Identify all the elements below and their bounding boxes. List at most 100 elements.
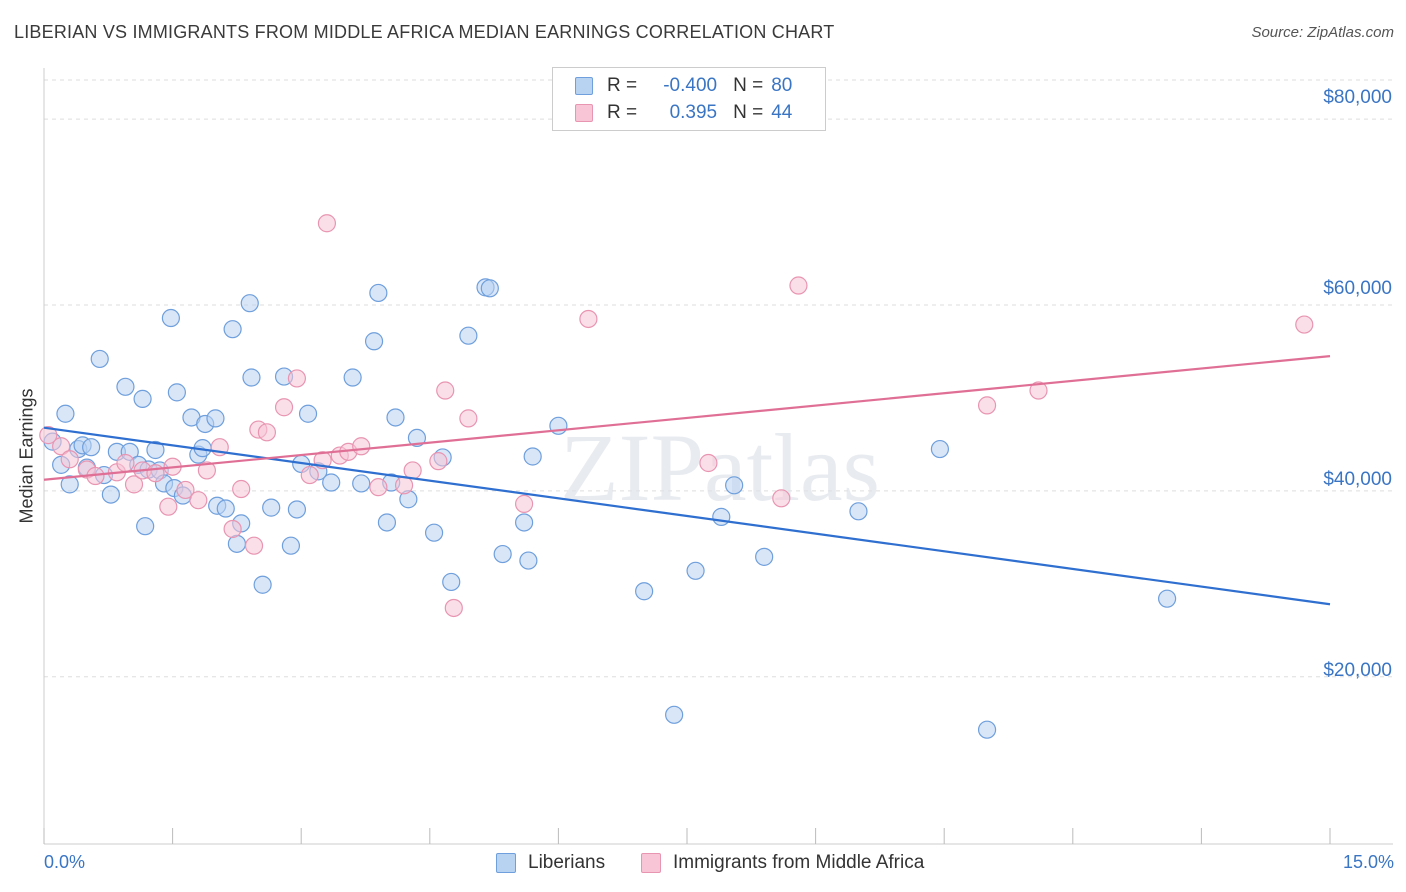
y-tick-label: $20,000 [1323, 660, 1392, 681]
liberian-point [1158, 589, 1177, 608]
axes [43, 68, 1393, 845]
y-tick-label: $80,000 [1323, 87, 1392, 108]
watermark: ZIPatlas [560, 414, 880, 521]
middle-africa-points [39, 214, 1314, 618]
liberian-point [519, 551, 538, 570]
x-tick-label-min: 0.0% [44, 852, 86, 872]
y-axis-title: Median Earnings [16, 388, 37, 524]
liberian-point [480, 279, 499, 298]
middle-africa-point [146, 464, 165, 483]
middle-africa-point [159, 497, 178, 516]
legend-row-middle-africa: R = 0.395 N = 44 [575, 101, 792, 125]
y-tick-label: $40,000 [1323, 469, 1392, 490]
trend-lines [43, 355, 1331, 606]
middle-africa-point [197, 461, 216, 480]
middle-africa-point [444, 598, 463, 618]
liberian-point [262, 498, 281, 517]
liberian-point [369, 283, 388, 303]
middle-africa-point [176, 480, 195, 500]
n-value: 44 [771, 102, 793, 123]
middle-africa-point [977, 396, 997, 415]
liberian-point [90, 349, 109, 369]
liberian-point [493, 544, 512, 564]
liberian-point [60, 475, 79, 494]
middle-africa-point [459, 409, 478, 428]
liberian-point [364, 332, 384, 351]
middle-africa-point [789, 276, 808, 295]
liberian-point [725, 476, 744, 495]
middle-africa-point [232, 479, 251, 499]
liberian-point [665, 705, 684, 724]
liberian-point [167, 383, 186, 402]
liberian-point [223, 320, 242, 339]
n-value: 80 [771, 75, 793, 96]
r-label: R = [607, 102, 638, 123]
middle-africa-point [394, 476, 414, 495]
middle-africa-point [699, 453, 718, 473]
middle-africa-point [317, 214, 337, 233]
liberians-swatch [496, 853, 516, 873]
middle-africa-point [287, 369, 307, 388]
r-value: -0.400 [663, 75, 718, 96]
liberian-point [849, 502, 868, 521]
liberian-point [216, 499, 235, 518]
middle-africa-point [300, 465, 319, 485]
liberian-point [712, 507, 731, 526]
middle-africa-point [52, 437, 71, 456]
y-tick-label: $60,000 [1323, 278, 1392, 299]
middle-africa-point [436, 381, 455, 400]
legend-label: Immigrants from Middle Africa [673, 852, 925, 873]
liberian-point [161, 308, 180, 328]
middle-africa-point [1029, 381, 1048, 400]
middle-africa-point [257, 423, 277, 442]
middle-africa-point [116, 453, 135, 473]
liberians-trend-line [43, 426, 1331, 606]
liberian-point [930, 439, 950, 459]
liberian-point [523, 447, 542, 466]
liberian-point [343, 368, 362, 387]
n-label: N = [733, 75, 764, 96]
liberians-swatch [575, 77, 593, 95]
liberian-point [386, 408, 405, 427]
middle-africa-point [124, 475, 144, 494]
middle-africa-swatch [575, 104, 593, 122]
liberian-point [116, 377, 135, 396]
liberian-point [253, 575, 272, 594]
middle-africa-point [60, 450, 79, 469]
liberian-point [407, 428, 427, 448]
liberian-point [240, 294, 259, 313]
liberian-point [686, 561, 705, 580]
liberian-point [424, 523, 444, 542]
middle-africa-point [223, 519, 242, 539]
middle-africa-point [1295, 315, 1314, 334]
n-label: N = [733, 102, 764, 123]
middle-africa-point [189, 491, 208, 510]
middle-africa-point [352, 437, 371, 456]
liberian-point [133, 389, 152, 408]
middle-africa-point [244, 536, 264, 555]
r-label: R = [607, 75, 638, 96]
liberian-point [298, 404, 318, 423]
legend-item-middle-africa: Immigrants from Middle Africa [641, 852, 924, 874]
r-value: 0.395 [669, 102, 718, 123]
x-tick-label-max: 15.0% [1342, 852, 1394, 872]
liberian-point [515, 513, 534, 532]
source-label: Source: ZipAtlas.com [1251, 24, 1394, 41]
middle-africa-swatch [641, 853, 661, 873]
liberian-point [56, 404, 75, 423]
middle-africa-point [772, 489, 791, 508]
middle-africa-point [429, 452, 448, 471]
middle-africa-point [369, 478, 388, 497]
middle-africa-trend-line [43, 355, 1331, 481]
liberian-point [755, 547, 774, 566]
liberian-point [146, 440, 165, 460]
chart-title: LIBERIAN VS IMMIGRANTS FROM MIDDLE AFRIC… [14, 22, 835, 42]
middle-africa-point [515, 494, 534, 513]
liberian-point [977, 720, 997, 739]
liberian-point [352, 474, 371, 493]
liberian-point [136, 517, 155, 536]
middle-africa-point [579, 309, 598, 329]
liberian-point [442, 572, 461, 592]
liberian-point [101, 485, 120, 504]
